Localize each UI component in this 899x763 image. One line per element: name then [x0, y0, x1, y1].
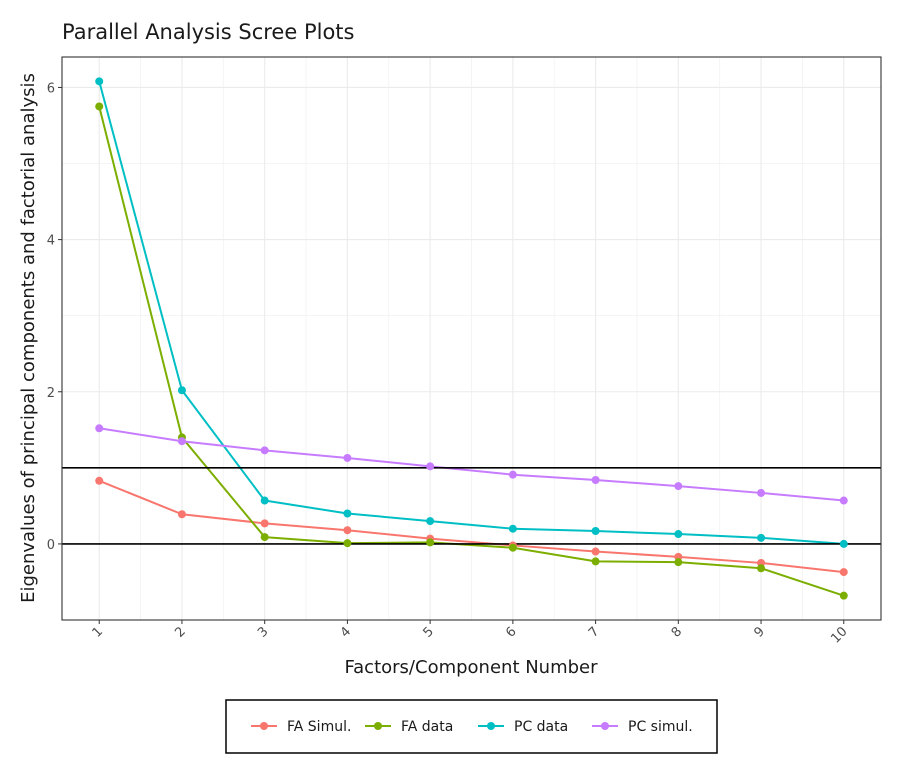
data-point-series-1 — [343, 526, 352, 535]
data-point-series-4 — [260, 446, 269, 455]
data-point-series-2 — [426, 538, 435, 547]
chart-title: Parallel Analysis Scree Plots — [62, 20, 354, 44]
x-tick-label: 9 — [751, 624, 767, 640]
data-point-series-2 — [95, 102, 104, 111]
data-point-series-3 — [426, 517, 435, 526]
data-point-series-1 — [260, 519, 269, 528]
y-tick-label: 4 — [47, 234, 55, 249]
data-point-series-1 — [839, 568, 848, 577]
legend-label: PC simul. — [628, 719, 693, 735]
data-point-series-4 — [591, 476, 600, 485]
x-tick-label: 3 — [255, 624, 271, 640]
y-axis-title: Eigenvalues of principal components and … — [18, 73, 39, 603]
x-tick-label: 7 — [586, 624, 602, 640]
x-tick-label: 5 — [421, 624, 437, 640]
data-point-series-2 — [674, 558, 683, 567]
data-point-series-2 — [757, 564, 766, 573]
data-point-series-2 — [591, 557, 600, 566]
data-point-series-4 — [177, 437, 186, 446]
legend: FA Simul. FA data PC data PC simul. — [225, 699, 718, 754]
data-point-series-3 — [260, 496, 269, 505]
data-point-series-4 — [95, 424, 104, 433]
data-point-series-3 — [95, 77, 104, 86]
series-line-2 — [98, 106, 845, 597]
data-point-series-3 — [343, 509, 352, 518]
data-point-series-3 — [591, 526, 600, 535]
x-tick-label: 2 — [172, 624, 188, 640]
legend-key-point — [374, 722, 382, 730]
data-point-series-3 — [177, 386, 186, 395]
y-tick-label: 0 — [47, 538, 55, 553]
legend-key-point — [487, 722, 495, 730]
data-point-series-1 — [95, 476, 104, 485]
x-tick-label: 6 — [503, 624, 519, 640]
y-tick-label: 6 — [47, 81, 55, 96]
plot-area: 0 2 4 6 1 2 3 4 5 6 7 8 9 10 — [47, 56, 882, 647]
x-tick-label: 1 — [90, 624, 106, 640]
plot-border — [61, 56, 882, 621]
data-point-series-2 — [508, 543, 517, 552]
data-point-series-3 — [839, 539, 848, 548]
data-point-series-4 — [426, 462, 435, 471]
data-point-series-1 — [591, 547, 600, 556]
data-point-series-2 — [839, 591, 848, 600]
data-point-series-4 — [508, 470, 517, 479]
data-point-series-2 — [260, 533, 269, 542]
data-point-series-4 — [757, 488, 766, 497]
data-point-series-3 — [757, 533, 766, 542]
x-tick-label: 4 — [338, 624, 354, 640]
series-line-1 — [98, 479, 844, 574]
legend-label: PC data — [514, 719, 568, 735]
legend-key-point — [601, 722, 609, 730]
x-tick-label: 10 — [828, 624, 850, 646]
legend-label: FA data — [401, 719, 453, 735]
y-tick-label: 2 — [47, 386, 55, 401]
data-point-series-3 — [508, 524, 517, 533]
data-point-series-1 — [177, 510, 186, 519]
legend-key-point — [260, 722, 268, 730]
legend-box — [225, 699, 718, 754]
data-point-series-2 — [343, 539, 352, 548]
series-line-4 — [99, 427, 844, 502]
data-point-series-4 — [839, 496, 848, 505]
data-point-series-4 — [674, 482, 683, 491]
x-tick-label: 8 — [669, 624, 685, 640]
x-axis-title: Factors/Component Number — [344, 657, 598, 678]
data-point-series-3 — [674, 530, 683, 539]
legend-label: FA Simul. — [287, 719, 351, 735]
data-point-series-4 — [343, 453, 352, 462]
